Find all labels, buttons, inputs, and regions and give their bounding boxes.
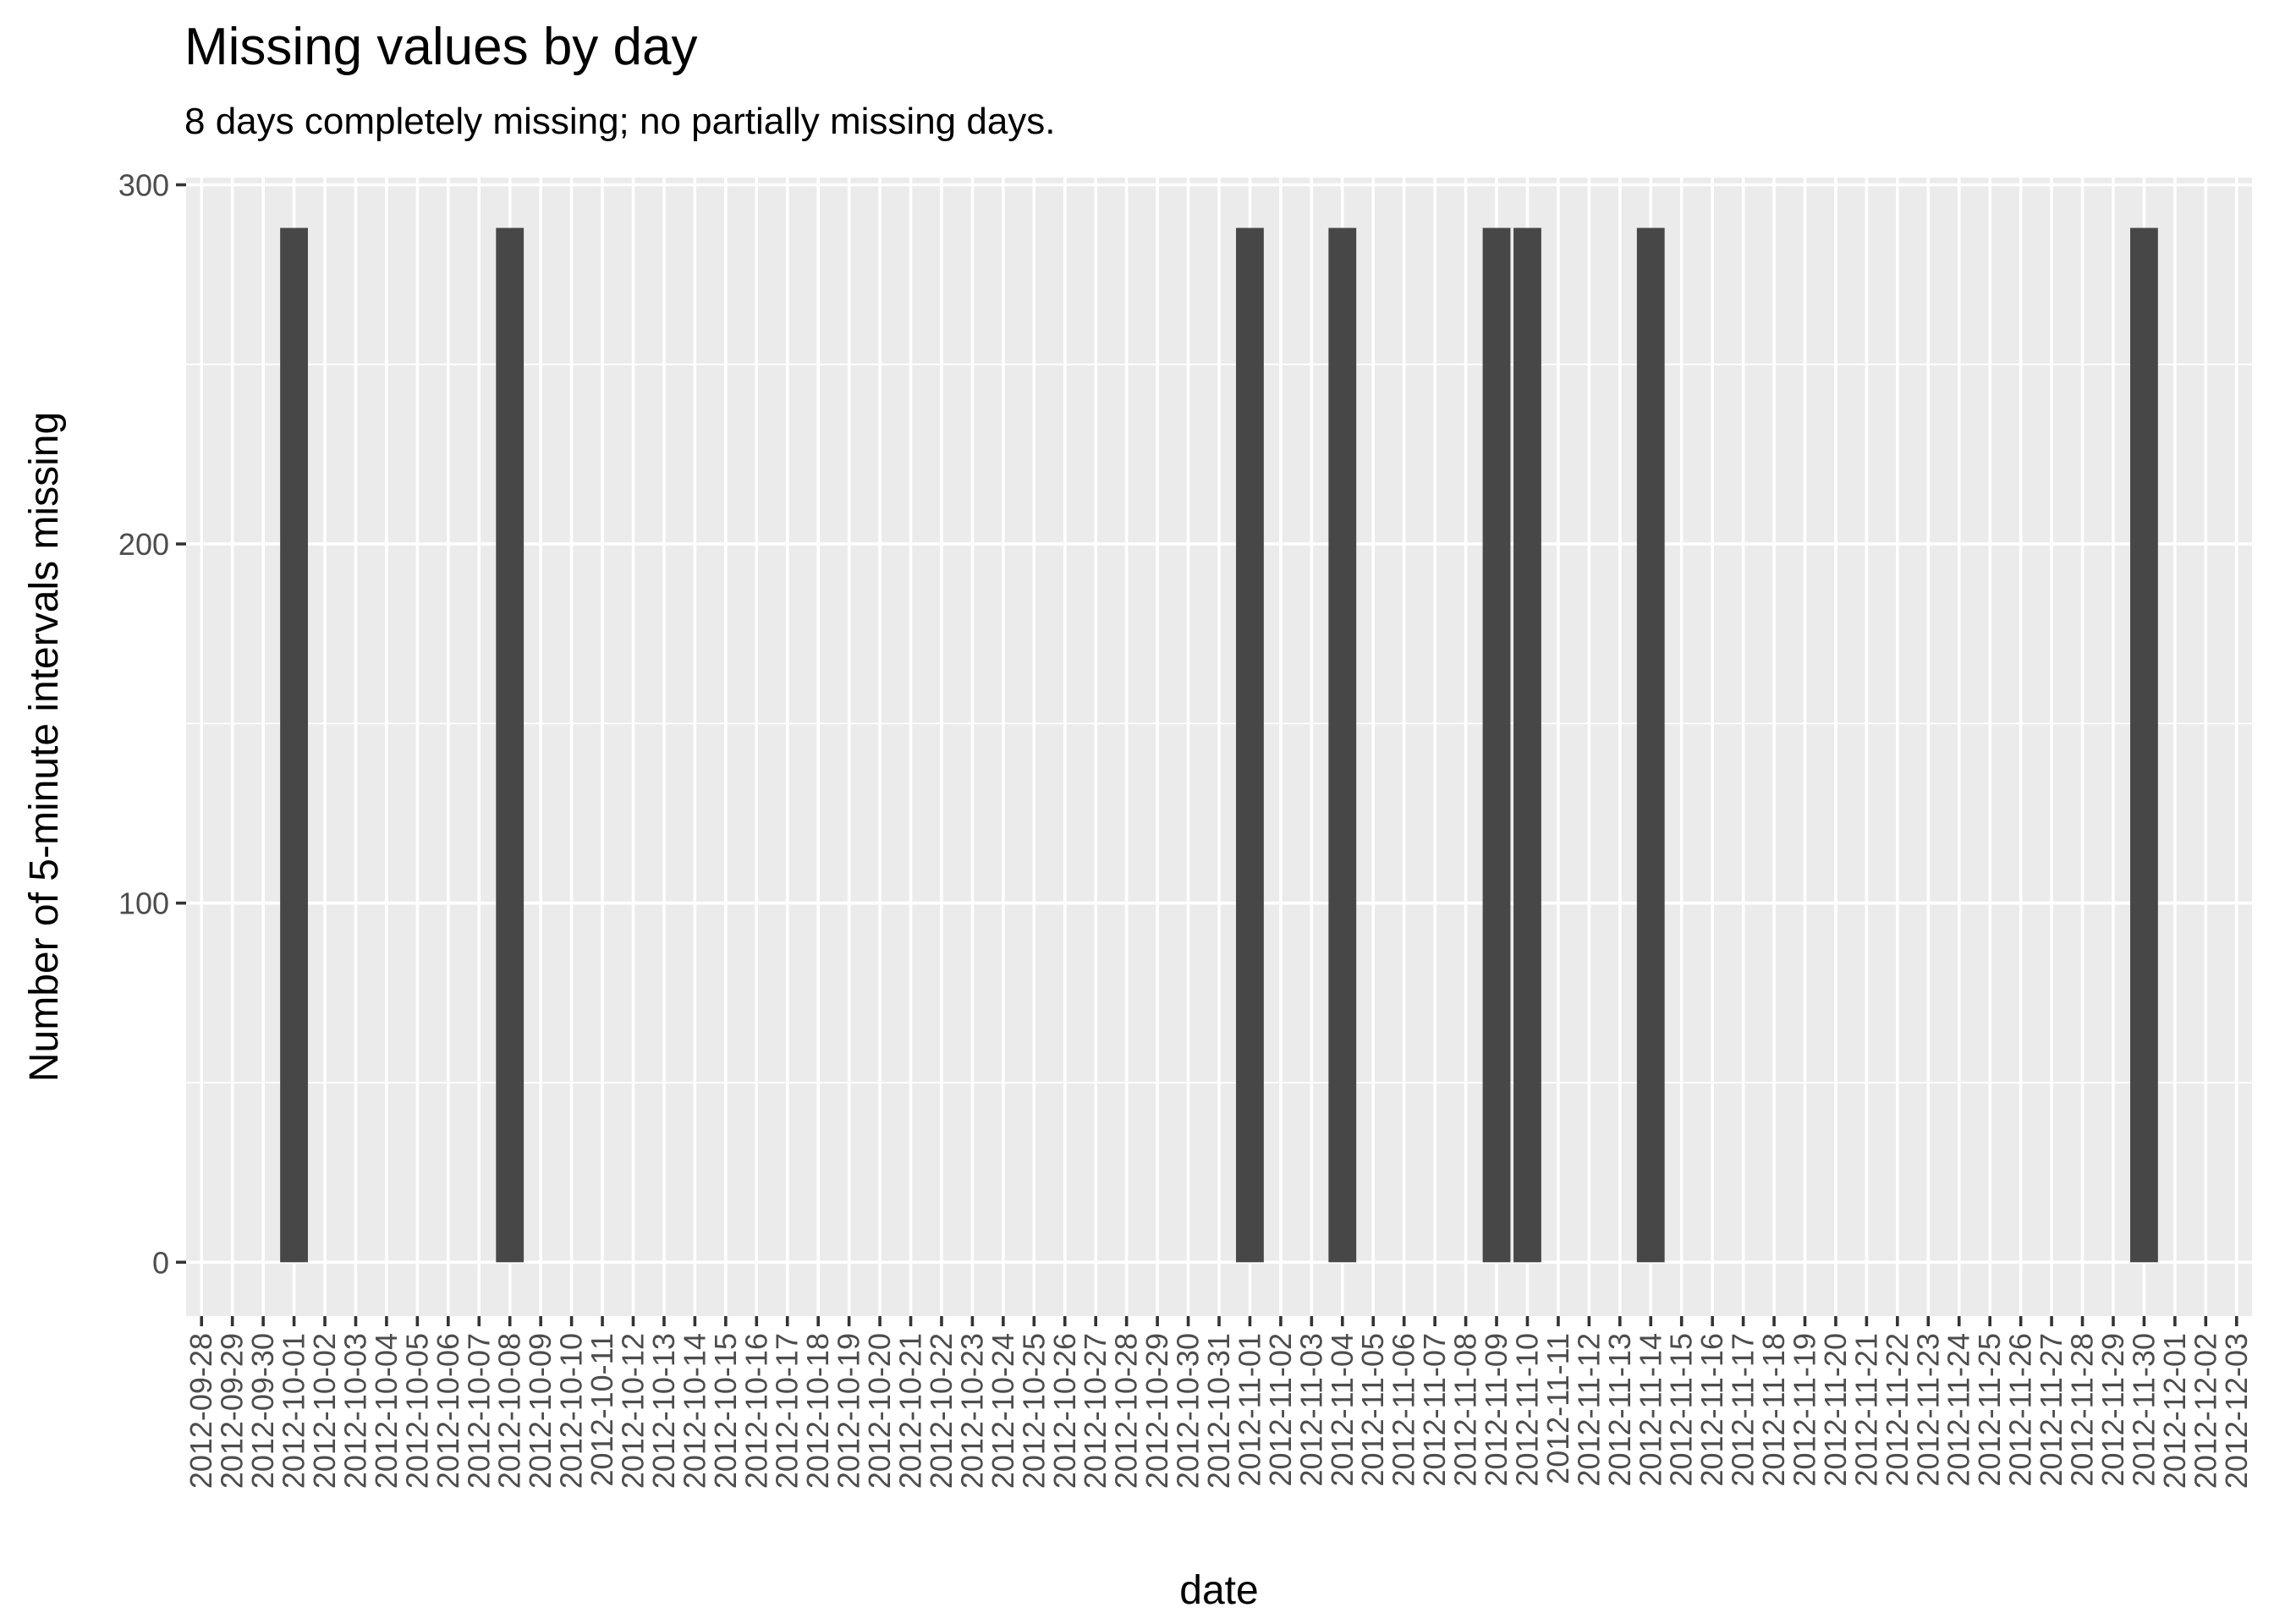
- x-tick-label: 2012-11-13: [1602, 1333, 1637, 1486]
- y-tick-label: 300: [118, 167, 169, 202]
- bar-2012-11-01: [1236, 228, 1264, 1263]
- bar-2012-11-10: [1513, 228, 1541, 1263]
- x-tick-label: 2012-10-28: [1109, 1333, 1144, 1489]
- x-tick-label: 2012-11-17: [1726, 1333, 1760, 1486]
- bar-2012-10-01: [280, 228, 308, 1263]
- x-tick-label: 2012-10-08: [492, 1333, 527, 1489]
- bar-2012-11-04: [1328, 228, 1357, 1263]
- x-tick-label: 2012-10-16: [739, 1333, 773, 1489]
- x-tick-label: 2012-11-23: [1910, 1333, 1945, 1486]
- x-tick-label: 2012-11-01: [1232, 1333, 1266, 1486]
- bars: [280, 228, 2158, 1263]
- x-tick-label: 2012-10-25: [1016, 1333, 1051, 1489]
- x-tick-label: 2012-11-09: [1479, 1333, 1513, 1486]
- x-tick-label: 2012-10-02: [307, 1333, 342, 1489]
- x-tick-label: 2012-11-08: [1448, 1333, 1483, 1486]
- x-tick-label: 2012-10-17: [770, 1333, 805, 1489]
- x-tick-label: 2012-10-10: [554, 1333, 589, 1489]
- x-tick-label: 2012-10-12: [615, 1333, 650, 1489]
- x-tick-label: 2012-11-20: [1818, 1333, 1853, 1486]
- x-tick-label: 2012-11-18: [1756, 1333, 1791, 1486]
- x-tick-label: 2012-11-07: [1417, 1333, 1452, 1486]
- y-axis-title: Number of 5-minute intervals missing: [22, 412, 67, 1082]
- x-axis-title: date: [1179, 1568, 1258, 1613]
- x-tick-label: 2012-11-04: [1325, 1333, 1359, 1486]
- x-axis: 2012-09-282012-09-292012-09-302012-10-01…: [184, 1316, 2254, 1489]
- x-tick-label: 2012-11-21: [1848, 1333, 1883, 1486]
- x-tick-label: 2012-09-29: [215, 1333, 250, 1489]
- y-tick-label: 100: [118, 886, 169, 921]
- y-axis: 0 100 200 300: [118, 167, 186, 1280]
- x-tick-label: 2012-11-02: [1263, 1333, 1298, 1486]
- x-tick-label: 2012-11-15: [1664, 1333, 1699, 1486]
- x-tick-label: 2012-10-14: [677, 1333, 711, 1489]
- x-tick-label: 2012-11-24: [1942, 1333, 1976, 1486]
- x-tick-label: 2012-12-02: [2188, 1333, 2222, 1489]
- chart-subtitle: 8 days completely missing; no partially …: [184, 101, 1056, 142]
- major-gridlines: [186, 178, 2252, 1316]
- x-tick-label: 2012-10-07: [461, 1333, 496, 1489]
- x-tick-label: 2012-11-28: [2065, 1333, 2100, 1486]
- x-tick-label: 2012-11-22: [1880, 1333, 1914, 1486]
- x-tick-label: 2012-10-26: [1047, 1333, 1082, 1489]
- chart-title: Missing values by day: [184, 18, 698, 76]
- x-tick-label: 2012-10-15: [708, 1333, 743, 1489]
- x-tick-label: 2012-11-03: [1294, 1333, 1328, 1486]
- x-tick-label: 2012-11-12: [1571, 1333, 1606, 1486]
- x-tick-label: 2012-10-18: [800, 1333, 835, 1489]
- x-tick-label: 2012-10-13: [646, 1333, 681, 1489]
- x-tick-label: 2012-10-30: [1171, 1333, 1206, 1489]
- x-tick-label: 2012-11-29: [2095, 1333, 2130, 1486]
- x-tick-label: 2012-12-01: [2157, 1333, 2192, 1489]
- x-tick-label: 2012-11-11: [1541, 1333, 1575, 1484]
- x-tick-label: 2012-10-06: [431, 1333, 465, 1489]
- x-tick-label: 2012-10-21: [893, 1333, 928, 1489]
- x-tick-label: 2012-11-10: [1509, 1333, 1544, 1486]
- x-tick-label: 2012-10-01: [277, 1333, 311, 1489]
- x-tick-label: 2012-11-30: [2126, 1333, 2161, 1486]
- x-tick-label: 2012-11-26: [2003, 1333, 2038, 1486]
- x-tick-label: 2012-10-20: [862, 1333, 897, 1489]
- bar-2012-11-09: [1482, 228, 1511, 1263]
- x-tick-label: 2012-11-19: [1788, 1333, 1822, 1486]
- x-tick-label: 2012-10-22: [924, 1333, 958, 1489]
- x-tick-label: 2012-10-19: [832, 1333, 866, 1489]
- y-tick-label: 200: [118, 527, 169, 562]
- x-tick-label: 2012-10-31: [1201, 1333, 1236, 1489]
- x-tick-label: 2012-10-24: [986, 1333, 1020, 1489]
- x-tick-label: 2012-11-05: [1355, 1333, 1390, 1486]
- y-tick-label: 0: [152, 1245, 169, 1280]
- x-tick-label: 2012-10-27: [1078, 1333, 1112, 1489]
- bar-2012-11-30: [2130, 228, 2158, 1263]
- x-tick-label: 2012-10-03: [338, 1333, 372, 1489]
- x-tick-label: 2012-11-06: [1387, 1333, 1421, 1486]
- x-tick-label: 2012-10-23: [954, 1333, 989, 1489]
- x-tick-label: 2012-11-27: [2034, 1333, 2068, 1486]
- x-tick-label: 2012-09-28: [184, 1333, 218, 1489]
- x-tick-label: 2012-09-30: [245, 1333, 280, 1489]
- x-tick-label: 2012-10-09: [523, 1333, 558, 1489]
- bar-2012-10-08: [496, 228, 525, 1263]
- x-tick-label: 2012-10-05: [399, 1333, 434, 1489]
- x-tick-label: 2012-10-29: [1140, 1333, 1174, 1489]
- bar-2012-11-14: [1636, 228, 1665, 1263]
- x-tick-label: 2012-11-16: [1695, 1333, 1729, 1486]
- x-tick-label: 2012-11-25: [1972, 1333, 2007, 1486]
- x-tick-label: 2012-11-14: [1633, 1333, 1667, 1486]
- x-tick-label: 2012-12-03: [2219, 1333, 2254, 1489]
- x-tick-label: 2012-10-11: [585, 1333, 619, 1486]
- x-tick-label: 2012-10-04: [369, 1333, 404, 1489]
